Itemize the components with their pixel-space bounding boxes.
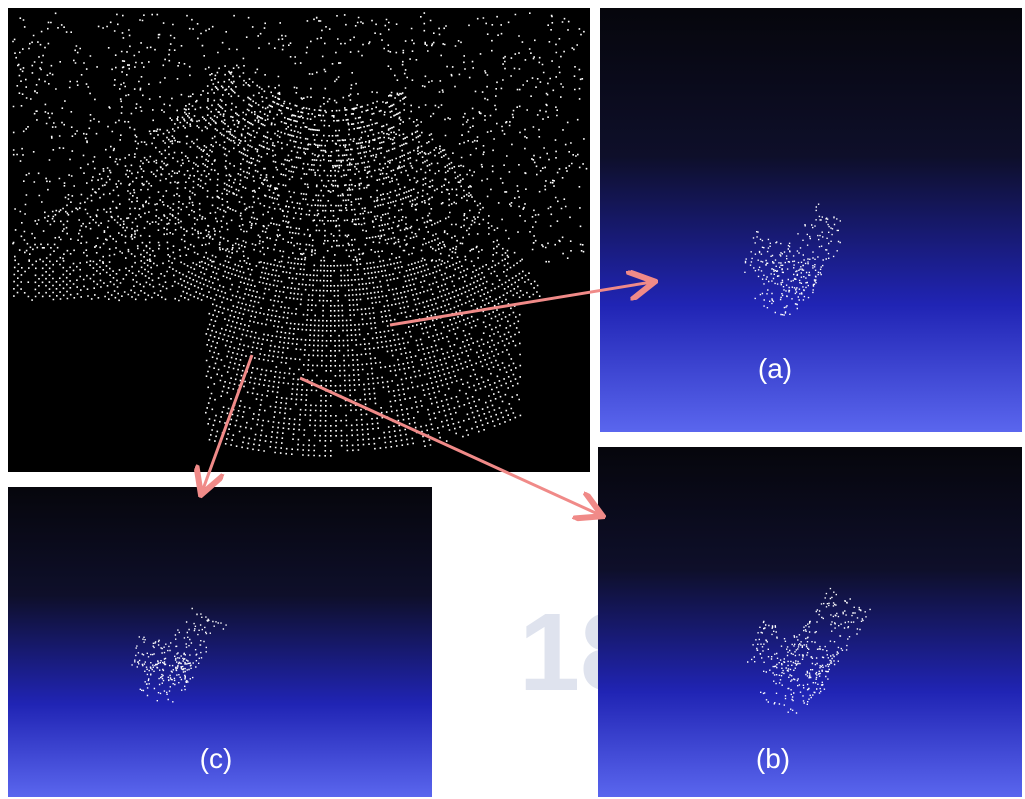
main-panel [8, 8, 590, 472]
panel-label: (a) [758, 353, 792, 384]
figure-canvas: 18 (a) (b) (c) [0, 0, 1025, 799]
panel-label: (c) [200, 743, 233, 774]
panel-label: (b) [756, 743, 790, 774]
figure: 18 (a) (b) (c) [0, 0, 1025, 799]
panel-a [600, 8, 1022, 432]
